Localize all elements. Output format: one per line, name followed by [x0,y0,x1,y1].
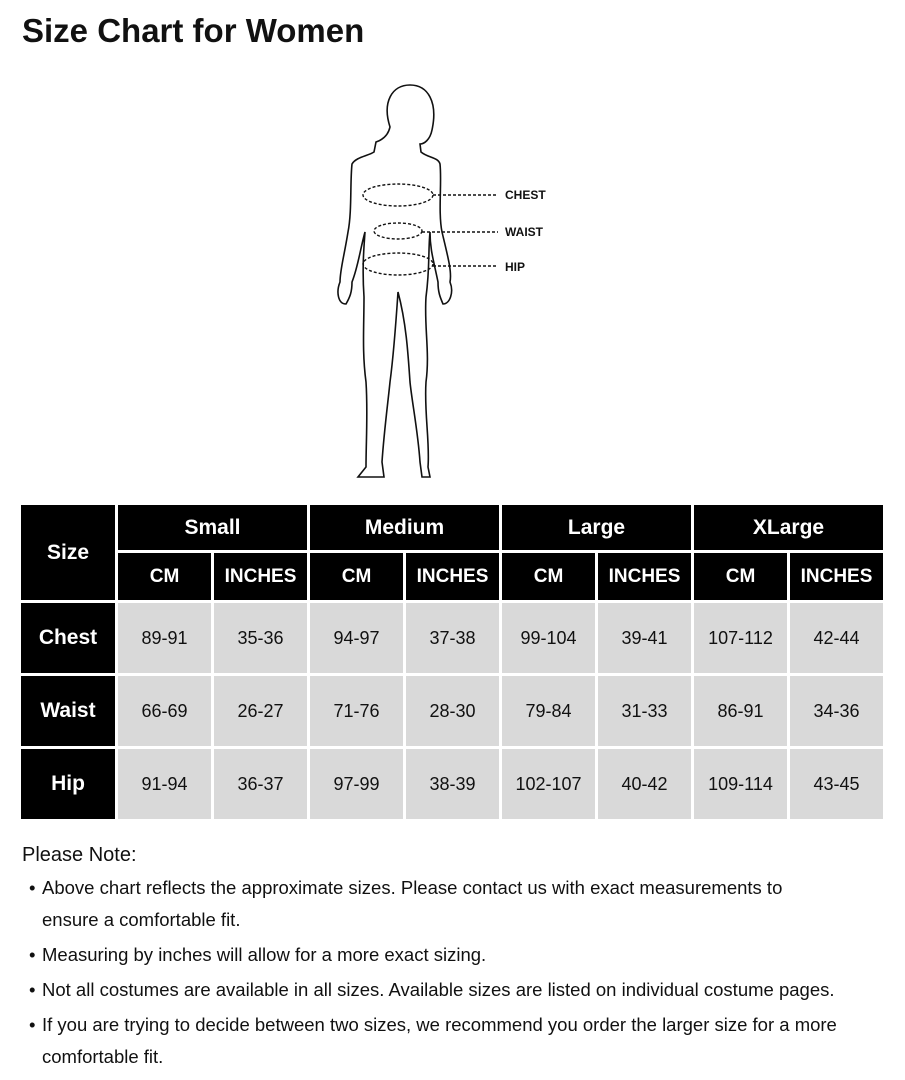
measurement-cell: 91-94 [118,749,211,819]
measurement-cell: 66-69 [118,676,211,746]
chest-label: CHEST [505,188,546,202]
table-row: Hip 91-94 36-37 97-99 38-39 102-107 40-42 109-1… [21,749,883,819]
size-chart-table: Size Small Medium Large XLarge CM INCHES C… [18,502,886,822]
measurement-cell: 86-91 [694,676,787,746]
measurement-cell: 39-41 [598,603,691,673]
size-header: XLarge [694,505,883,550]
measurement-cell: 35-36 [214,603,307,673]
measurement-cell: 97-99 [310,749,403,819]
measurement-cell: 107-112 [694,603,787,673]
size-header: Medium [310,505,499,550]
size-header: Large [502,505,691,550]
page-title: Size Chart for Women [22,12,365,49]
chest-line [362,183,434,207]
measurement-cell: 79-84 [502,676,595,746]
size-header: Small [118,505,307,550]
body-outline [337,84,453,478]
measurement-cell: 36-37 [214,749,307,819]
hip-label: HIP [505,260,525,274]
measurement-cell: 102-107 [502,749,595,819]
measurement-cell: 99-104 [502,603,595,673]
table-row: Waist 66-69 26-27 71-76 28-30 79-84 31-33 86-91… [21,676,883,746]
measurement-cell: 42-44 [790,603,883,673]
row-header: Hip [21,749,115,819]
measurement-cell: 40-42 [598,749,691,819]
unit-header: INCHES [214,553,307,600]
notes-section: Please Note: Above chart reflects the ap… [22,838,887,1076]
measurement-cell: 31-33 [598,676,691,746]
waist-line [373,222,423,240]
unit-header: INCHES [598,553,691,600]
row-header: Chest [21,603,115,673]
measurement-cell: 109-114 [694,749,787,819]
measurement-cell: 38-39 [406,749,499,819]
unit-header: CM [310,553,403,600]
unit-header: CM [118,553,211,600]
measurement-cell: 71-76 [310,676,403,746]
measurement-cell: 89-91 [118,603,211,673]
unit-header: CM [502,553,595,600]
unit-header: CM [694,553,787,600]
hip-line [362,252,434,276]
note-item: Not all costumes are available in all si… [22,974,887,1006]
measurement-cell: 34-36 [790,676,883,746]
measurement-cell: 28-30 [406,676,499,746]
note-item: If you are trying to decide between two … [22,1009,887,1073]
note-item: Above chart reflects the approximate siz… [22,872,842,936]
waist-label: WAIST [505,225,544,239]
measurement-cell: 43-45 [790,749,883,819]
body-measurement-figure: CHEST WAIST HIP [337,84,546,478]
measurement-cell: 94-97 [310,603,403,673]
row-header: Waist [21,676,115,746]
measurement-cell: 26-27 [214,676,307,746]
notes-title: Please Note: [22,844,137,866]
unit-header: INCHES [406,553,499,600]
measurement-cell: 37-38 [406,603,499,673]
corner-header: Size [21,505,115,600]
table-row: Chest 89-91 35-36 94-97 37-38 99-104 39-41 107-… [21,603,883,673]
unit-header: INCHES [790,553,883,600]
note-item: Measuring by inches will allow for a mor… [22,939,887,971]
